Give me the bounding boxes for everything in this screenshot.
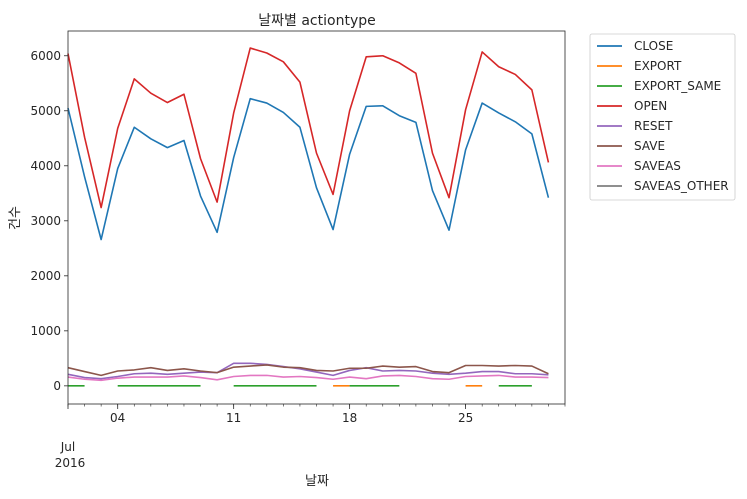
y-tick-label: 6000 [30,49,61,63]
legend-label: SAVEAS_OTHER [634,179,729,193]
legend-label: EXPORT [634,59,682,73]
plot-area [67,47,550,387]
y-tick-label: 2000 [30,269,61,283]
series-line-reset [67,362,549,380]
legend-label: CLOSE [634,39,673,53]
x-tick-label: 18 [342,411,357,425]
legend: CLOSE EXPORT EXPORT_SAME OPEN RESET SAVE SAVEA… [589,33,736,201]
chart-title: 날짜별 actiontype [258,13,375,29]
x-tick-label: 11 [226,411,241,425]
legend-label: EXPORT_SAME [634,79,721,93]
legend-label: SAVEAS [634,159,681,173]
series-line-close [67,97,550,241]
x-tick-label: 25 [458,411,473,425]
series-line-open [67,47,550,209]
y-axis-title: 건수 [8,206,23,230]
legend-frame [589,33,736,201]
x-month-label: Jul [60,440,75,454]
x-axis: 04 11 18 25 [67,404,566,425]
series-line-saveas [67,374,549,382]
legend-label: RESET [634,119,673,133]
y-tick-label: 0 [53,379,61,393]
y-tick-label: 4000 [30,159,61,173]
x-year-label: 2016 [55,456,86,470]
x-tick-label: 04 [110,411,125,425]
y-axis: 0 1000 2000 3000 4000 5000 6000 [30,49,68,393]
y-tick-label: 1000 [30,324,61,338]
series-line-save [67,364,549,377]
legend-label: SAVE [634,139,665,153]
legend-label: OPEN [634,99,667,113]
y-tick-label: 5000 [30,104,61,118]
y-tick-label: 3000 [30,214,61,228]
x-axis-title: 날짜 [305,474,329,489]
